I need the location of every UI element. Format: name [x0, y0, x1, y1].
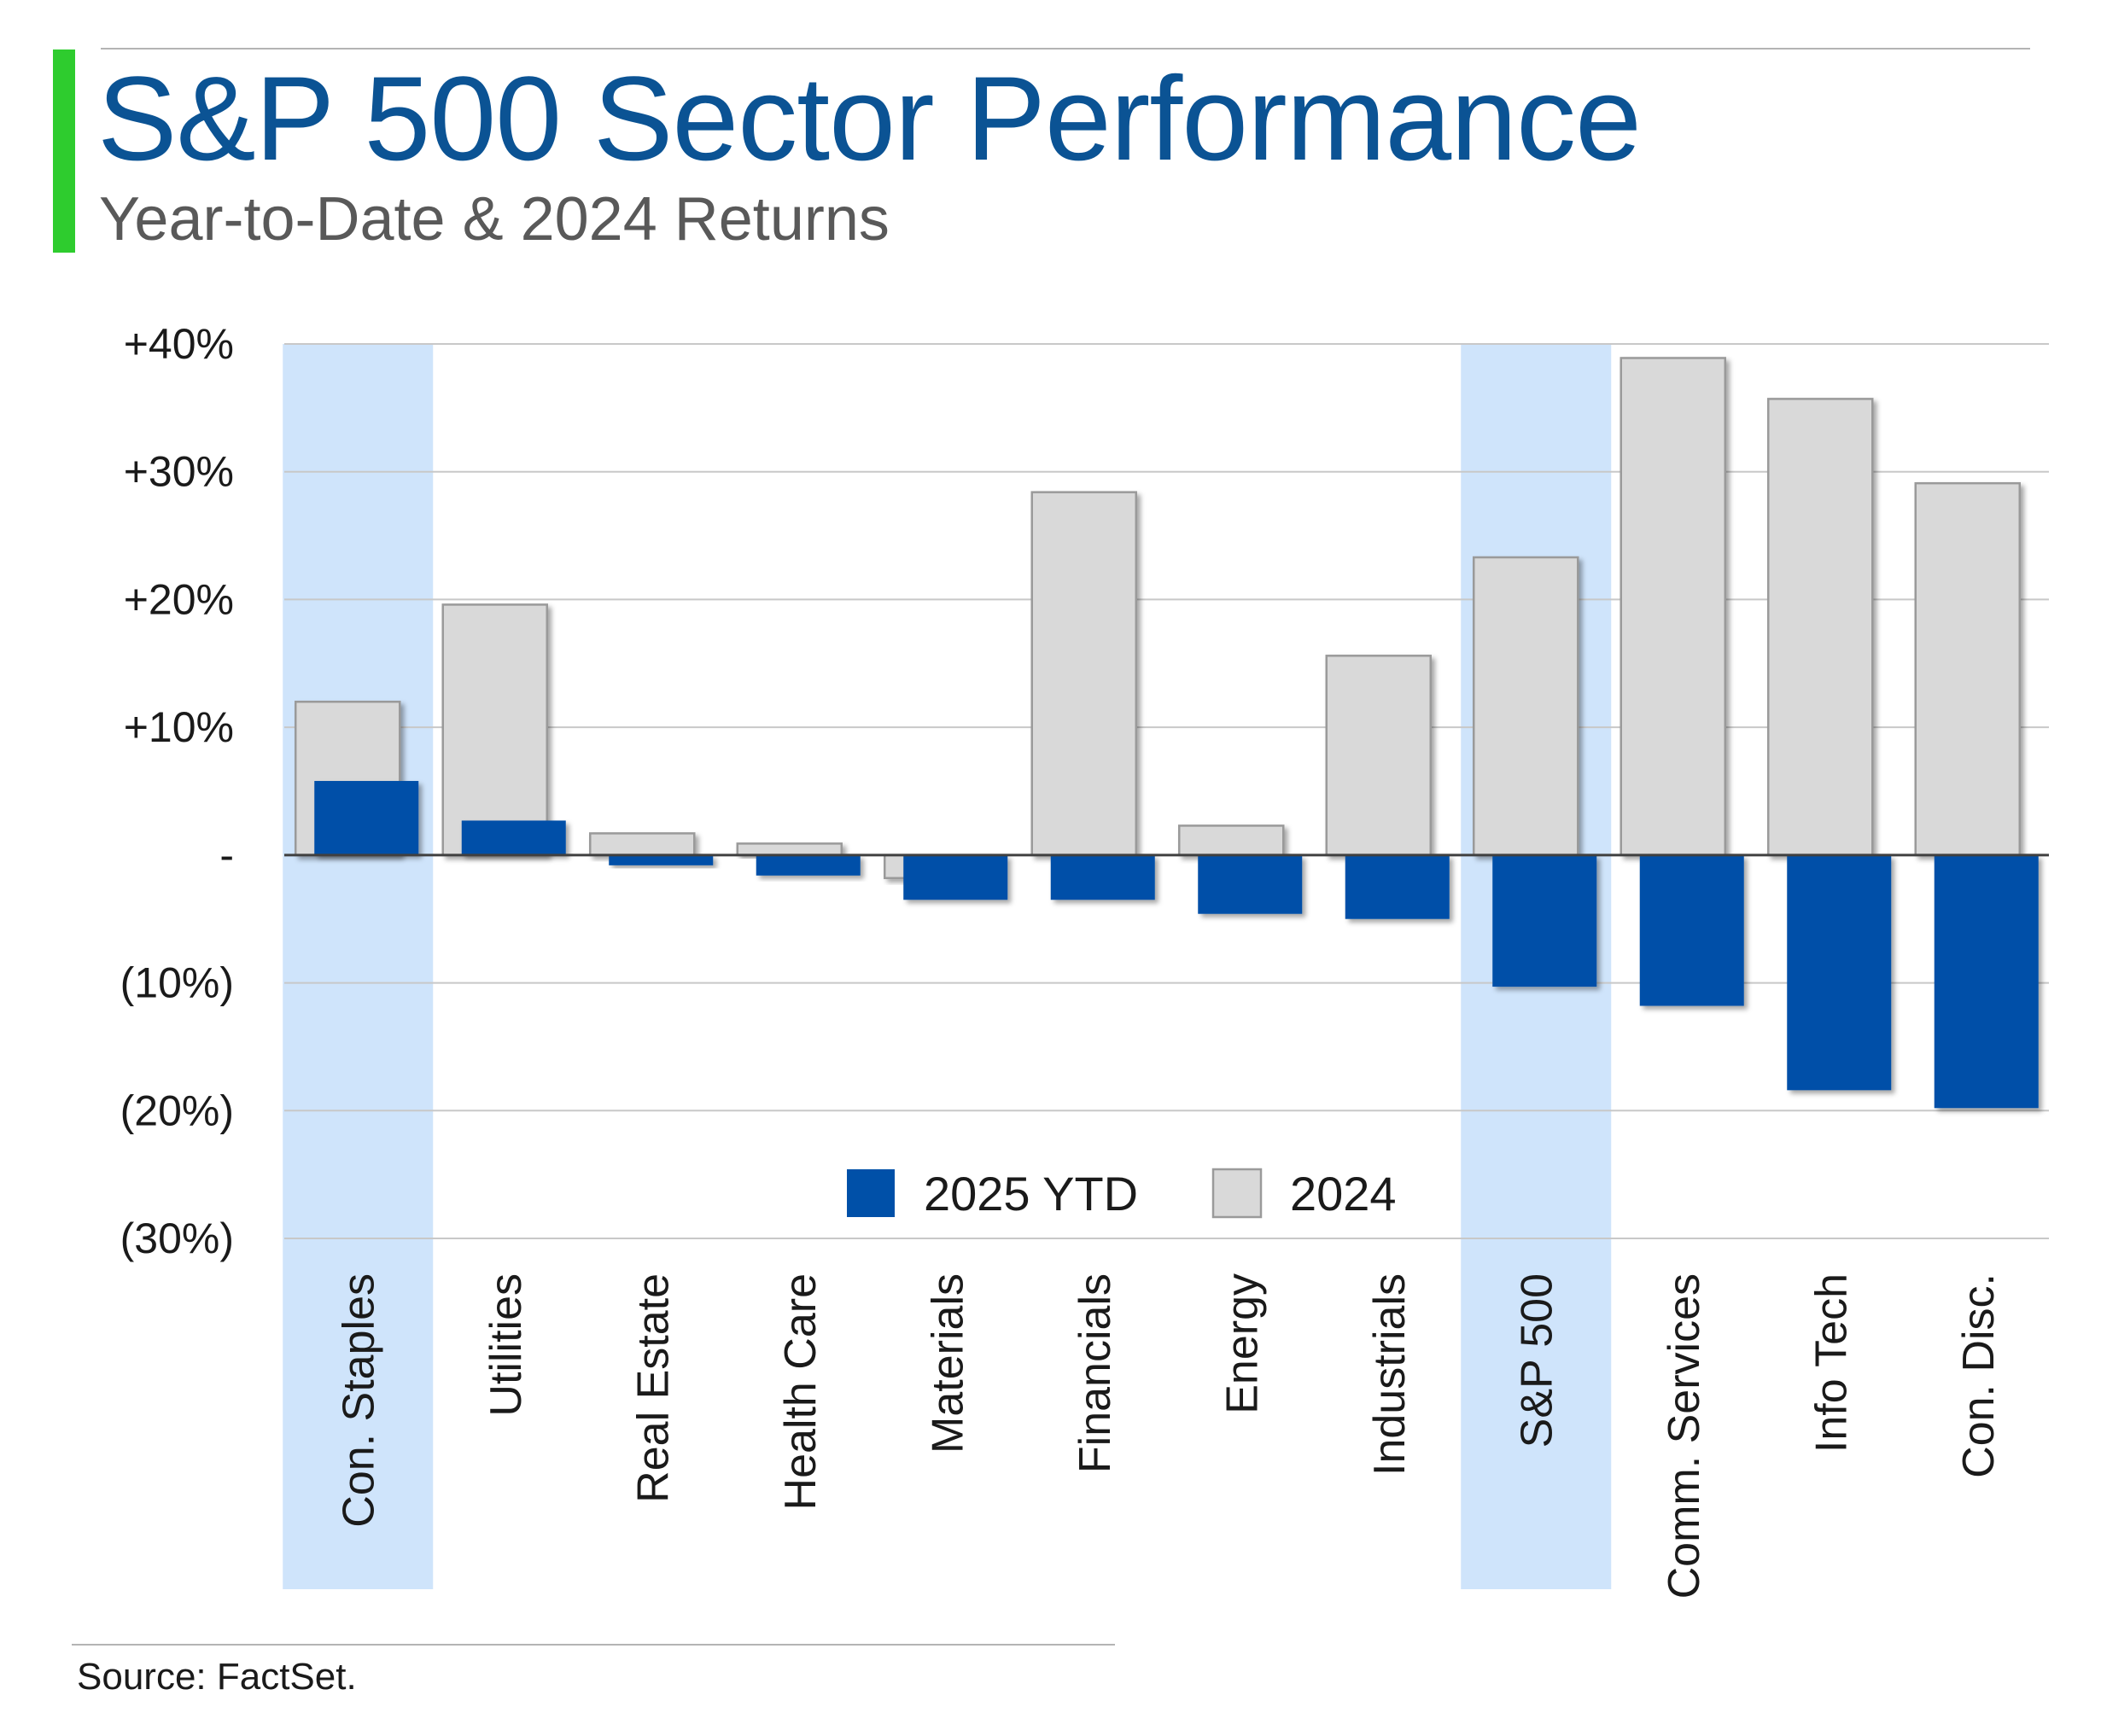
bar-2025-ytd: [1345, 854, 1450, 919]
x-tick-label: Comm. Services: [1660, 1273, 1709, 1599]
y-tick-label: (30%): [120, 1215, 234, 1262]
x-tick-label: Con. Disc.: [1954, 1273, 2004, 1478]
bar-2024: [441, 603, 548, 857]
y-tick-label: (20%): [120, 1086, 234, 1134]
bar-2024: [1914, 481, 2021, 857]
bar-2024: [1178, 824, 1285, 857]
bar-2024: [1030, 491, 1137, 857]
y-tick-label: +10%: [124, 703, 234, 751]
y-tick-label: +30%: [124, 448, 234, 496]
highlight-band: [283, 344, 434, 1589]
x-tick-label: Con. Staples: [334, 1273, 383, 1528]
x-tick-label: Utilities: [481, 1273, 531, 1417]
page-subtitle: Year-to-Date & 2024 Returns: [99, 185, 890, 253]
legend-swatch: [847, 1169, 895, 1217]
x-tick-label: Real Estate: [628, 1273, 678, 1503]
y-tick-label: -: [219, 831, 234, 879]
legend-label: 2025 YTD: [924, 1167, 1138, 1220]
y-tick-label: +40%: [124, 320, 234, 368]
x-tick-label: Financials: [1071, 1273, 1120, 1473]
series-2024: [295, 357, 2021, 880]
x-tick-label: Industrials: [1365, 1273, 1415, 1476]
bar-2024: [589, 832, 696, 857]
x-tick-label: Info Tech: [1806, 1273, 1856, 1453]
bar-2025-ytd: [903, 854, 1008, 900]
y-tick-label: +20%: [124, 575, 234, 623]
legend-label: 2024: [1290, 1167, 1397, 1220]
bar-2025-ytd: [1787, 854, 1892, 1091]
page-title: S&P 500 Sector Performance: [97, 51, 1642, 185]
legend: 2025 YTD 2024: [847, 1167, 1397, 1220]
bar-2024: [736, 842, 843, 857]
x-tick-label: Energy: [1217, 1273, 1267, 1414]
bar-2025-ytd: [1639, 854, 1744, 1006]
bar-2025-ytd: [756, 854, 861, 876]
bar-2024: [1473, 556, 1579, 857]
x-axis-ticks: Con. Staples Utilities Real Estate Health C…: [334, 1273, 2004, 1599]
x-tick-label: Health Care: [776, 1273, 826, 1510]
source-rule: [72, 1644, 1115, 1646]
bar-2025-ytd: [1050, 854, 1155, 900]
bar-2024: [1325, 655, 1432, 857]
x-tick-label: S&P 500: [1512, 1273, 1561, 1448]
y-axis-ticks: +40% +30% +20% +10% - (10%) (20%) (30%): [120, 320, 234, 1262]
bar-2025-ytd: [1198, 854, 1303, 914]
bar-2025-ytd: [314, 781, 419, 855]
source-note: Source: FactSet.: [77, 1656, 357, 1698]
bar-2025-ytd: [1934, 854, 2039, 1109]
bar-2024: [1620, 357, 1726, 857]
bar-2025-ytd: [609, 854, 714, 865]
gridlines: [284, 343, 2049, 1239]
series-2025-ytd: [314, 781, 2039, 1109]
legend-swatch: [1211, 1168, 1263, 1219]
bar-2025-ytd: [1492, 854, 1597, 987]
bar-2025-ytd: [461, 820, 566, 855]
top-rule: [101, 48, 2030, 50]
accent-bar: [53, 50, 75, 253]
x-tick-label: Materials: [923, 1273, 972, 1453]
bar-2024: [1767, 398, 1874, 857]
y-tick-label: (10%): [120, 959, 234, 1007]
